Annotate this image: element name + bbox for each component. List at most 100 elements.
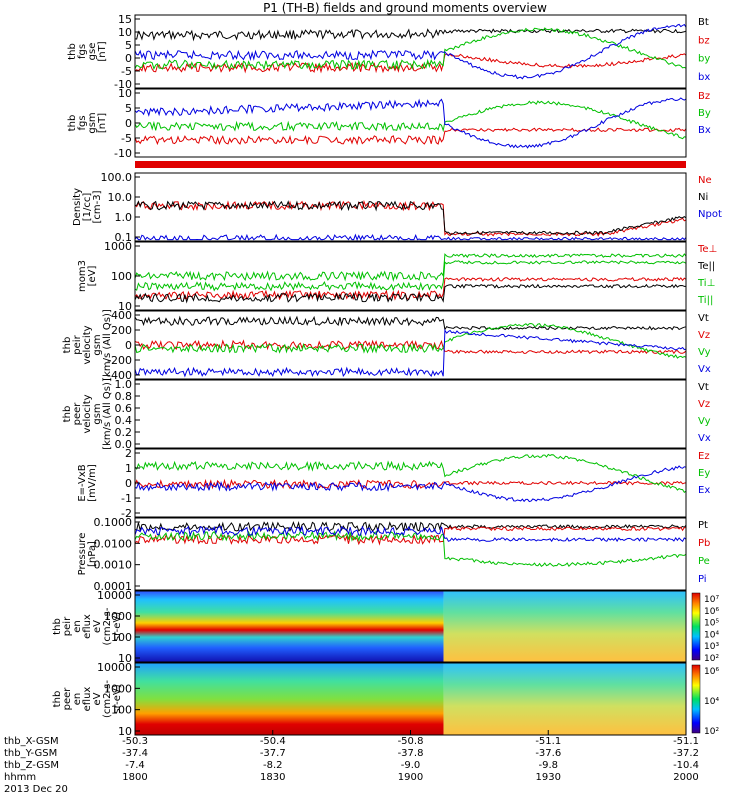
y-tick-label: 400 — [111, 309, 132, 322]
panel-frame — [134, 241, 687, 311]
legend-Vx: Vx — [698, 364, 711, 375]
legend-Te||: Te|| — [697, 261, 715, 272]
y-tick-label: 10000 — [97, 589, 132, 602]
x-tick-hhmm: 1800 — [122, 772, 147, 783]
y-tick-label: 5 — [125, 39, 132, 52]
Pt-series-line — [134, 520, 687, 533]
Ex-series-line — [134, 465, 687, 503]
y-tick-label: 100 — [111, 631, 132, 644]
legend-Bt: Bt — [698, 17, 709, 28]
y-tick-label: -400 — [107, 369, 132, 382]
y-tick-label: 1000 — [104, 682, 132, 695]
legend-By: By — [698, 108, 711, 119]
colorbar-label: 10⁵ — [704, 619, 719, 629]
y-axis-label: Density[1/cc][cm-3] — [72, 188, 103, 226]
Te||-series-line — [134, 283, 686, 304]
panel-efield: 2 1 0 -1 -2 E=-VxB[mV/m] Ez Ey Ex — [77, 447, 710, 520]
y-tick-label: 10.0 — [108, 191, 133, 204]
y-axis-label: thbpeerenefluxeV(cm2-s-sr-eV) — [52, 680, 123, 718]
y-tick-label: 0.1000 — [94, 516, 133, 529]
x-tick-y_gsm: -37.7 — [260, 748, 286, 759]
y-axis-label: Pressure[nPa] — [77, 533, 98, 576]
Ti||-series-line — [134, 260, 687, 292]
spectrogram-before — [135, 591, 444, 662]
By-series-line — [134, 100, 687, 140]
y-tick-label: 10 — [118, 87, 132, 100]
Bt-series-line — [134, 28, 687, 42]
x-tick-hhmm: 2000 — [673, 772, 698, 783]
legend-by: by — [698, 54, 710, 65]
y-tick-label: -5 — [121, 132, 132, 145]
y-tick-label: 10 — [118, 26, 132, 39]
panel-peer_spec: 10⁶ 10⁴ 10² 10000 1000 100 10 thbpeerenefluxeV(… — [52, 661, 719, 738]
x-row-label: thb_Y-GSM — [4, 748, 57, 759]
y-tick-label: 0 — [125, 52, 132, 65]
x-tick-x_gsm: -50.3 — [122, 736, 148, 747]
y-tick-label: 2 — [125, 447, 132, 460]
y-axis-label: thbpeirvelocitygsm[km/s (All Qs)] — [62, 309, 113, 381]
x-tick-z_gsm: -10.4 — [673, 760, 699, 771]
y-tick-label: 1000 — [104, 240, 132, 253]
x-tick-x_gsm: -50.4 — [260, 736, 286, 747]
spectrogram-after — [443, 591, 686, 662]
Bx-series-line — [134, 97, 687, 149]
y-tick-label: -10 — [114, 78, 132, 91]
y-tick-label: 0.0010 — [94, 559, 133, 572]
x-row-label: thb_X-GSM — [4, 736, 59, 747]
legend-Pe: Pe — [698, 556, 710, 567]
x-tick-z_gsm: -7.4 — [125, 760, 145, 771]
colorbar — [691, 592, 701, 661]
x-tick-y_gsm: -37.8 — [398, 748, 424, 759]
Npot-series-line — [134, 233, 687, 241]
y-tick-label: 10000 — [97, 661, 132, 674]
legend-Te⊥: Te⊥ — [697, 244, 717, 255]
figure-title: P1 (TH-B) fields and ground moments over… — [263, 1, 547, 15]
legend-Pt: Pt — [698, 520, 708, 531]
x-tick-hhmm: 1930 — [536, 772, 561, 783]
legend-Vz: Vz — [698, 399, 710, 410]
y-tick-label: 10 — [118, 725, 132, 738]
y-tick-label: 15 — [118, 13, 132, 26]
legend-Ne: Ne — [698, 175, 712, 186]
panel-velocity_peer: 1.00.80.60.40.20.0thbpeervelocitygsm[km/… — [62, 378, 711, 451]
y-tick-label: 0.2 — [115, 426, 133, 439]
y-tick-label: 0.0 — [115, 438, 133, 451]
y-tick-label: 0.8 — [115, 390, 133, 403]
bx-series-line — [134, 23, 687, 80]
x-tick-x_gsm: -51.1 — [535, 736, 561, 747]
y-tick-label: -10 — [114, 147, 132, 160]
spectrogram-before — [135, 663, 444, 735]
y-tick-label: 5 — [125, 102, 132, 115]
y-axis-label: thbfgsgsm[nT] — [67, 112, 108, 133]
y-tick-label: 200 — [111, 324, 132, 337]
y-tick-label: 10 — [118, 300, 132, 313]
legend-Ti⊥: Ti⊥ — [697, 278, 715, 289]
legend-bx: bx — [698, 72, 710, 83]
x-tick-hhmm: 1830 — [260, 772, 285, 783]
y-tick-label: 1.0 — [115, 378, 133, 391]
legend-Ni: Ni — [698, 192, 708, 203]
y-tick-label: -2 — [121, 507, 132, 520]
y-axis-label: E=-VxB[mV/m] — [77, 464, 98, 502]
legend-Vx: Vx — [698, 433, 711, 444]
x-tick-z_gsm: -8.2 — [263, 760, 283, 771]
legend-Bx: Bx — [698, 125, 711, 136]
legend-bz: bz — [698, 35, 710, 46]
spectrogram-after — [443, 663, 686, 735]
colorbar — [691, 664, 701, 734]
panel-frame — [134, 590, 687, 663]
Bz-series-line — [134, 127, 687, 146]
bz-series-line — [134, 53, 687, 74]
colorbar-label: 10⁴ — [704, 697, 719, 707]
legend-Ti||: Ti|| — [697, 295, 713, 306]
colorbar-label: 10³ — [704, 642, 719, 652]
y-tick-label: 0.1 — [115, 231, 133, 244]
colorbar-label: 10² — [704, 727, 719, 737]
y-tick-label: 1.0 — [115, 211, 133, 224]
colorbar-label: 10⁶ — [704, 667, 719, 677]
